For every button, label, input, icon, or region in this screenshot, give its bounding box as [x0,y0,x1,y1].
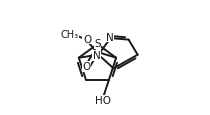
Text: O: O [83,35,91,45]
Text: N: N [93,51,100,61]
Text: S: S [94,39,101,49]
Text: N: N [106,32,114,42]
Text: HO: HO [95,95,111,105]
Text: CH₃: CH₃ [60,29,78,39]
Text: O: O [83,62,91,71]
